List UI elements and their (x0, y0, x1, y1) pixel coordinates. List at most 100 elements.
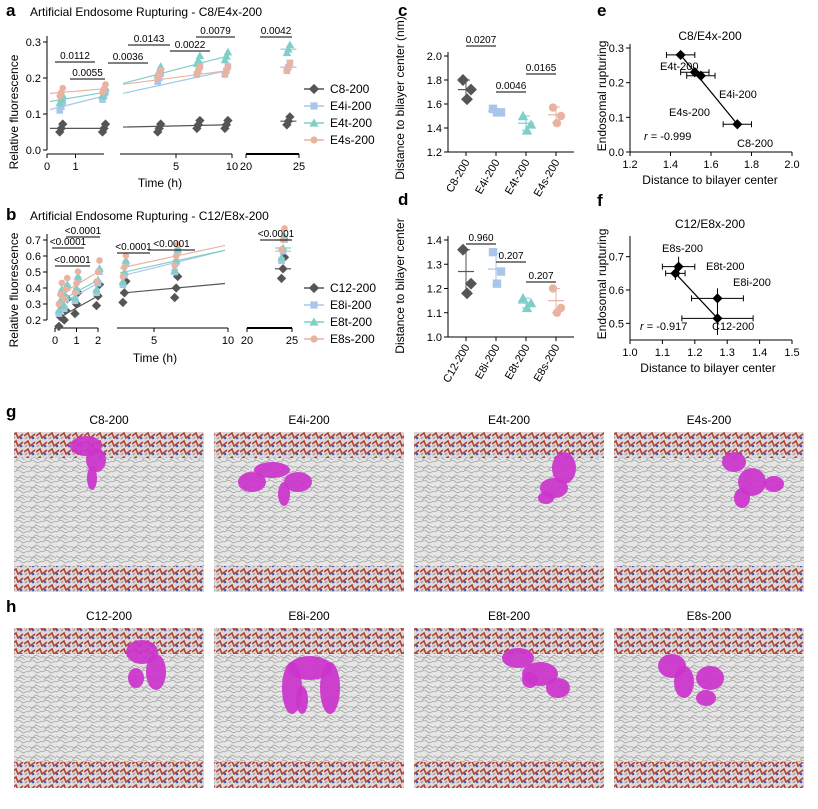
d-point-C12-200 (461, 287, 473, 300)
panel-label-h: h (6, 597, 16, 616)
g-lipid-molecule-2 (254, 462, 290, 478)
a-legend-marker-0 (308, 83, 320, 95)
b-legend-label-0: C12-200 (330, 281, 376, 295)
panel-f-r-value: r = -0.917 (640, 321, 687, 333)
d-point-C12-200 (457, 243, 469, 256)
a-point-E4i-200 (154, 78, 161, 85)
f-regression-line (674, 272, 718, 319)
panel-a-ylabel: Relative fluorescence (7, 54, 21, 169)
g-snapshot-3: E4t-200 (414, 413, 604, 592)
a-y-tick-label: 0.2 (26, 73, 41, 85)
d-point-E8t-200 (525, 297, 537, 308)
a-point-E4t-200 (194, 55, 203, 64)
f-point-E8i-200 (712, 293, 723, 304)
g-lipid-molecule-3 (538, 492, 554, 504)
d-significance-2-label: 0.207 (528, 271, 553, 282)
c-y-tick-label: 1.2 (427, 147, 442, 159)
d-y-tick-label: 1.2 (427, 284, 442, 296)
b-significance-2-label: <0.0001 (54, 255, 91, 266)
b-point-E8s-200 (174, 241, 181, 248)
g-snapshot-title-3: E4t-200 (488, 413, 530, 427)
g-snapshot-4: E4s-200 (614, 413, 804, 592)
e-y-tick-label: 0.3 (609, 43, 624, 55)
e-y-tick-label: 0.0 (609, 147, 624, 159)
a-point-E4t-200 (223, 47, 233, 56)
h-snapshot-3: E8t-200 (414, 609, 604, 788)
b-point-E8t-200 (72, 283, 81, 292)
a-trend-E4t-200 (122, 55, 230, 85)
g-top-headgroups-1 (14, 432, 204, 458)
panel-d-data: 0.960 0.207 0.207 (457, 233, 566, 317)
f-x-tick-label: 1.3 (720, 347, 735, 359)
b-point-E8s-200 (122, 252, 130, 259)
panel-a-axes: 0.0 0.1 0.2 0.3 0 1 5 10 20 25 (26, 36, 305, 173)
b-y-tick-label: 0.7 (26, 235, 41, 247)
panel-b-title: Artificial Endosome Rupturing - C12/E8x-… (30, 209, 269, 223)
b-legend-marker-3 (310, 335, 318, 343)
b-point-E8s-200 (71, 289, 79, 297)
d-y-tick-label: 1.1 (427, 308, 442, 320)
b-point-E8s-200 (96, 257, 103, 264)
panel-g: C8-200 E4i-200 E4t-200 E4s-200 (14, 413, 804, 592)
h-bottom-headgroups-4 (614, 762, 804, 788)
b-point-E8t-200 (121, 256, 131, 264)
d-x-tick-label: E8t-200 (503, 343, 533, 382)
g-lipid-molecule-2 (278, 482, 290, 506)
a-significance-3-label: 0.0143 (134, 34, 165, 45)
a-point-E4t-200 (56, 95, 66, 103)
b-significance-0-label: <0.0001 (50, 237, 87, 248)
b-y-tick-label: 0.4 (26, 283, 41, 295)
b-x-tick-label: 20 (241, 335, 253, 347)
b-point-E8s-200 (57, 291, 64, 298)
a-x-tick-label: 0 (44, 161, 50, 173)
c-x-tick-label: E4i-200 (473, 158, 502, 197)
b-significance-3-label: <0.0001 (115, 242, 152, 253)
g-lipid-molecule-3 (552, 452, 576, 484)
a-point-E4s-200 (196, 63, 204, 70)
c-y-tick-label: 1.6 (427, 99, 442, 111)
a-x-tick-label: 1 (72, 161, 78, 173)
a-point-E4s-200 (157, 66, 164, 74)
b-point-C12-200 (59, 315, 69, 325)
e-point-label-C8-200: C8-200 (737, 138, 773, 150)
b-point-E8s-200 (94, 268, 102, 276)
h-lipid-molecule-4 (696, 690, 716, 706)
h-lipid-molecule-3 (546, 678, 570, 698)
b-point-E8t-200 (92, 285, 101, 293)
b-trend-E8t-200 (119, 249, 226, 274)
panel-f-title: C12/E8x-200 (675, 217, 745, 231)
panel-a-title: Artificial Endosome Rupturing - C8/E4x-2… (30, 5, 262, 19)
a-trend-E4t-200 (49, 92, 102, 103)
panel-label-f: f (597, 191, 603, 210)
c-y-tick-label: 2.0 (427, 51, 442, 63)
g-snapshot-title-1: C8-200 (89, 413, 129, 427)
panel-d-ylabel: Distance to bilayer center (393, 218, 407, 353)
a-point-C8-200 (223, 115, 233, 126)
b-point-E8s-200 (93, 278, 100, 285)
h-snapshot-title-3: E8t-200 (488, 609, 530, 623)
h-lipid-molecule-4 (674, 666, 694, 698)
panel-f-axes: 1.0 1.1 1.2 1.3 1.4 1.5 0.5 0.6 0.7 (609, 236, 800, 359)
d-x-tick-label: C12-200 (441, 343, 472, 386)
d-point-E8s-200 (548, 284, 558, 293)
f-point-label-C12-200: C12-200 (712, 321, 754, 333)
e-x-tick-label: 1.6 (703, 159, 718, 171)
b-x-tick-label: 25 (286, 335, 298, 347)
g-lipid-molecule-2 (284, 472, 312, 492)
f-x-tick-label: 1.0 (622, 347, 637, 359)
a-significance-2-label: 0.0036 (113, 52, 144, 63)
c-point-E4s-200 (552, 119, 562, 128)
c-point-E4s-200 (548, 103, 558, 112)
panel-b-legend: C12-200 E8i-200 E8t-200 E8s-200 (304, 281, 376, 346)
d-significance-0-label: 0.960 (468, 233, 493, 244)
panel-e-title: C8/E4x-200 (678, 29, 742, 43)
b-point-E8t-200 (59, 301, 69, 309)
b-legend-marker-2 (309, 317, 319, 326)
c-x-tick-label: C8-200 (444, 158, 472, 195)
a-point-E4s-200 (59, 84, 67, 92)
h-top-headgroups-4 (614, 628, 804, 654)
a-legend-marker-1 (310, 102, 318, 110)
panel-label-e: e (597, 1, 606, 20)
